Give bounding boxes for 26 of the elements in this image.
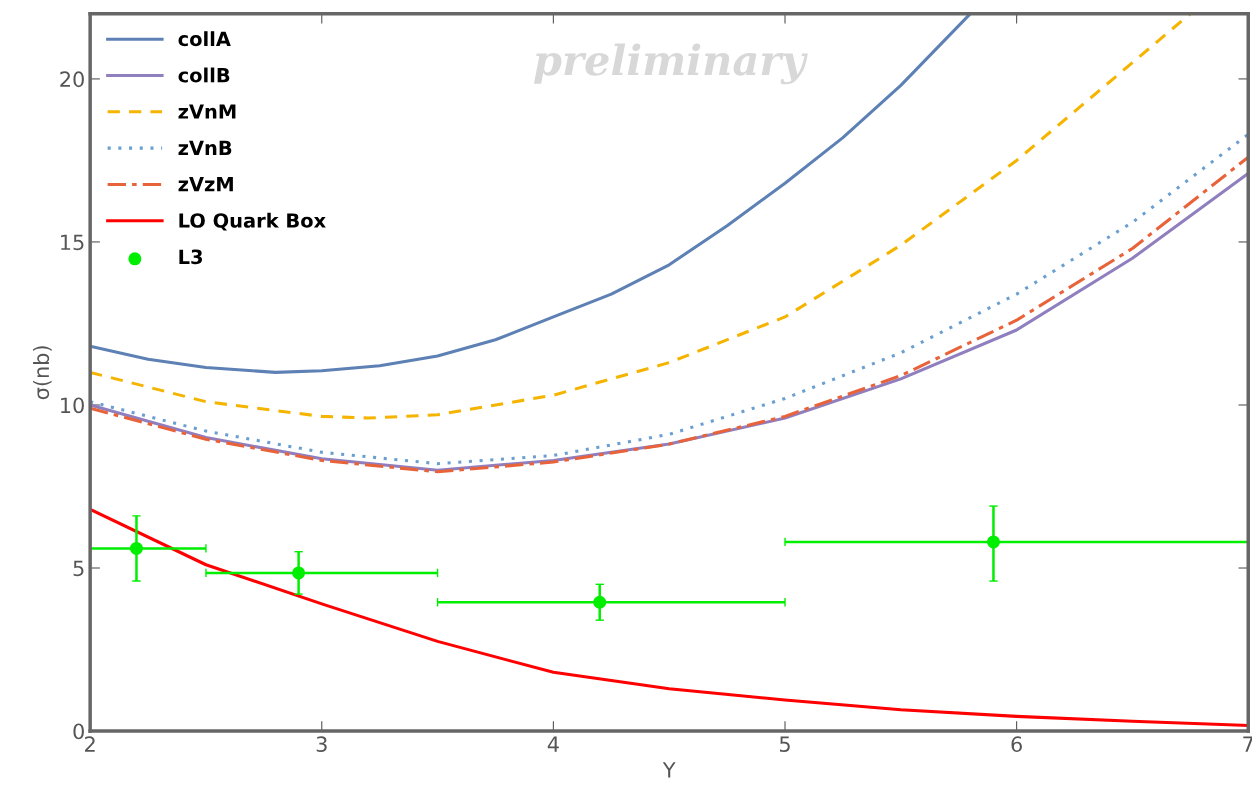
x-tick-label: 4 <box>547 736 559 752</box>
point <box>593 595 607 609</box>
legend-label: zVnM <box>178 104 236 119</box>
line-series <box>90 507 1249 728</box>
point <box>292 566 306 580</box>
x-tick-label: 3 <box>316 736 327 753</box>
point <box>986 535 1000 549</box>
point <box>129 541 143 555</box>
x-tick-label: 6 <box>1011 736 1022 753</box>
x-tick-label: 2 <box>85 736 95 752</box>
x-axis-title: Y <box>662 762 676 778</box>
legend-label: collB <box>178 67 230 83</box>
legend-label: zVzM <box>178 177 233 192</box>
legend-label: L3 <box>179 249 203 265</box>
legend-label: zVnB <box>178 140 232 155</box>
y-tick-label: 15 <box>61 234 84 251</box>
y-axis-title: σ(nb) <box>33 346 52 400</box>
x-tick-label: 5 <box>779 736 790 753</box>
legend-label: collA <box>178 31 231 47</box>
y-tick-label: 20 <box>60 71 84 88</box>
y-tick-label: 0 <box>73 723 84 740</box>
legend-label: LO Quark Box <box>179 212 326 231</box>
y-tick-label: 10 <box>61 397 84 414</box>
y-tick-label: 5 <box>73 560 84 577</box>
line-series <box>90 13 1192 420</box>
line-series <box>90 13 972 374</box>
